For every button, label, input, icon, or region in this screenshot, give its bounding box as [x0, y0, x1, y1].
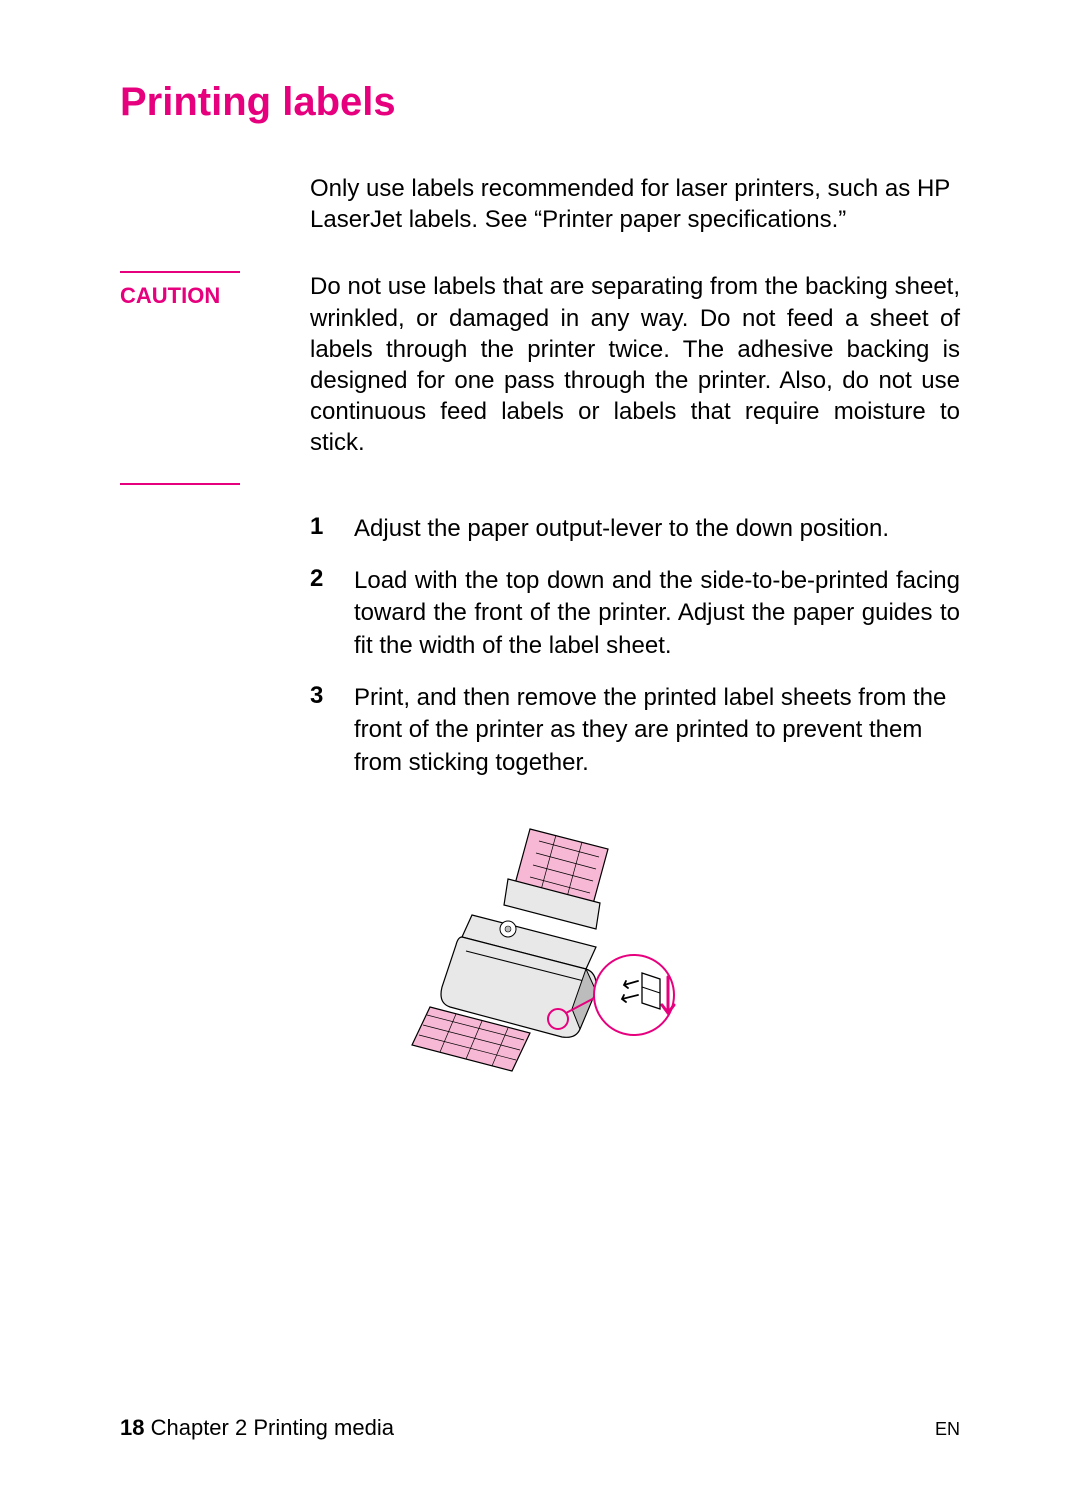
step-number: 1	[310, 513, 354, 541]
step-number: 3	[310, 682, 354, 710]
caution-label: CAUTION	[120, 283, 310, 309]
steps-list: 1 Adjust the paper output-lever to the d…	[310, 513, 960, 780]
step-number: 2	[310, 565, 354, 593]
step-text: Adjust the paper output-lever to the dow…	[354, 513, 889, 545]
footer-right: EN	[935, 1419, 960, 1440]
chapter-label: Chapter 2 Printing media	[144, 1415, 393, 1440]
step-text: Print, and then remove the printed label…	[354, 682, 960, 779]
caution-rule-top	[120, 271, 240, 273]
step-item: 3 Print, and then remove the printed lab…	[310, 682, 960, 779]
caution-block: CAUTION Do not use labels that are separ…	[120, 271, 960, 458]
intro-block: Only use labels recommended for laser pr…	[310, 173, 960, 235]
step-item: 2 Load with the top down and the side-to…	[310, 565, 960, 662]
step-text: Load with the top down and the side-to-b…	[354, 565, 960, 662]
printer-body-icon	[441, 879, 600, 1037]
caution-rule-bottom	[120, 483, 240, 485]
caution-text: Do not use labels that are separating fr…	[310, 271, 960, 458]
caution-label-column: CAUTION	[120, 271, 310, 309]
footer-left: 18 Chapter 2 Printing media	[120, 1415, 394, 1441]
page-footer: 18 Chapter 2 Printing media EN	[120, 1415, 960, 1441]
section-title: Printing labels	[120, 80, 960, 125]
printer-illustration	[390, 819, 690, 1079]
caution-text-column: Do not use labels that are separating fr…	[310, 271, 960, 458]
document-page: Printing labels Only use labels recommen…	[0, 0, 1080, 1495]
intro-text: Only use labels recommended for laser pr…	[310, 173, 960, 235]
page-number: 18	[120, 1415, 144, 1440]
illustration-container	[120, 819, 960, 1079]
step-item: 1 Adjust the paper output-lever to the d…	[310, 513, 960, 545]
